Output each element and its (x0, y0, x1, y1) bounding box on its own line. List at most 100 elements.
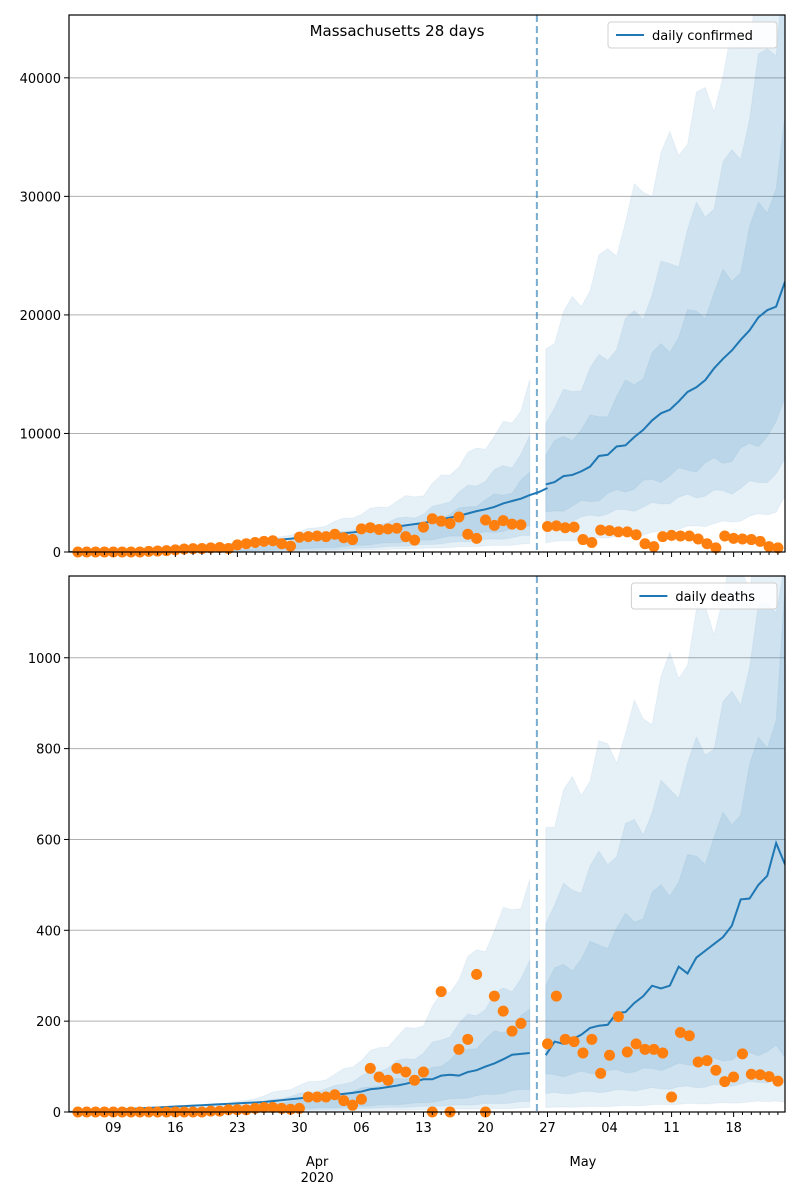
observed-point (373, 523, 385, 535)
observed-point (391, 1062, 403, 1074)
observed-point (267, 1101, 279, 1113)
observed-point (736, 533, 748, 545)
observed-point (382, 1074, 394, 1086)
observed-point (311, 530, 323, 542)
observed-point (417, 521, 429, 533)
observed-point (488, 990, 500, 1002)
observed-point (586, 1033, 598, 1045)
y-tick-label: 600 (36, 833, 61, 848)
x-tick-label: 13 (415, 1121, 432, 1136)
observed-point (329, 528, 341, 540)
observed-point (258, 535, 270, 547)
observed-point (364, 1062, 376, 1074)
observed-point (515, 1017, 527, 1029)
observed-point (347, 534, 359, 546)
x-tick-label: 20 (477, 1121, 494, 1136)
band-outer-forecast (545, 576, 785, 1109)
observed-point (506, 518, 518, 530)
observed-point (426, 513, 438, 525)
x-tick-label: 06 (353, 1121, 370, 1136)
observed-point (205, 1105, 217, 1117)
observed-point (577, 534, 589, 546)
x-tick-label: 11 (663, 1121, 680, 1136)
observed-point (559, 522, 571, 534)
legend: daily deaths (630, 582, 778, 610)
x-tick-label: 16 (167, 1121, 184, 1136)
y-tick-label: 0 (53, 546, 61, 561)
forecast-median-line (545, 281, 785, 486)
observed-point (497, 515, 509, 527)
observed-point (630, 529, 642, 541)
observed-point (400, 531, 412, 543)
observed-point (710, 542, 722, 554)
observed-point (595, 1067, 607, 1079)
legend-box (607, 21, 778, 49)
legend-box (630, 582, 778, 610)
observed-point (249, 1102, 261, 1114)
observed-point (648, 541, 660, 553)
observed-point (674, 530, 686, 542)
observed-point (736, 1048, 748, 1060)
observed-point (462, 528, 474, 540)
observed-point (214, 541, 226, 553)
observed-point (728, 532, 740, 544)
observed-point (152, 545, 164, 557)
observed-point (435, 515, 447, 527)
y-tick-label: 20000 (20, 309, 61, 324)
observed-point (409, 534, 421, 546)
x-tick-label: 30 (291, 1121, 308, 1136)
observed-point (471, 968, 483, 980)
observed-point (417, 1066, 429, 1078)
observed-point (550, 990, 562, 1002)
x-year-label: 2020 (301, 1171, 334, 1186)
chart-title: Massachusetts 28 days (310, 22, 485, 40)
observed-point (293, 1102, 305, 1114)
observed-point (373, 1071, 385, 1083)
observed-point (276, 538, 288, 550)
y-tick-label: 40000 (20, 72, 61, 87)
observed-point (293, 531, 305, 543)
observed-point (347, 1099, 359, 1111)
observed-point (630, 1038, 642, 1050)
observed-point (311, 1091, 323, 1103)
observed-point (559, 1033, 571, 1045)
observed-point (249, 537, 261, 549)
observed-point (595, 524, 607, 536)
x-tick-label: 18 (725, 1121, 742, 1136)
observed-point (391, 522, 403, 534)
x-tick-label: 09 (105, 1121, 122, 1136)
y-tick-label: 800 (36, 743, 61, 758)
observed-point (648, 1043, 660, 1055)
observed-point (302, 531, 314, 543)
observed-point (577, 1047, 589, 1059)
forecast-median-line (544, 840, 785, 1056)
observed-point (462, 1033, 474, 1045)
observed-point (355, 1093, 367, 1105)
observed-point (754, 535, 766, 547)
observed-point (666, 1091, 678, 1103)
observed-point (621, 526, 633, 538)
observed-point (745, 534, 757, 546)
observed-point (542, 521, 554, 533)
axes-frame (68, 14, 786, 553)
observed-point (338, 532, 350, 544)
observed-point (692, 533, 704, 545)
observed-point (728, 1071, 740, 1083)
observed-point (435, 986, 447, 998)
observed-point (382, 523, 394, 535)
y-tick-label: 400 (36, 924, 61, 939)
observed-point (302, 1091, 314, 1103)
x-month-label: May (570, 1155, 597, 1170)
observed-point (471, 532, 483, 544)
observed-point (550, 520, 562, 532)
observed-point (772, 1075, 784, 1087)
observed-point (719, 530, 731, 542)
observed-point (772, 542, 784, 554)
band-inner-forecast (545, 585, 785, 1078)
observed-point (258, 1101, 270, 1113)
observed-point (285, 540, 297, 552)
x-month-label: Apr (306, 1155, 329, 1170)
observed-point (444, 518, 456, 530)
